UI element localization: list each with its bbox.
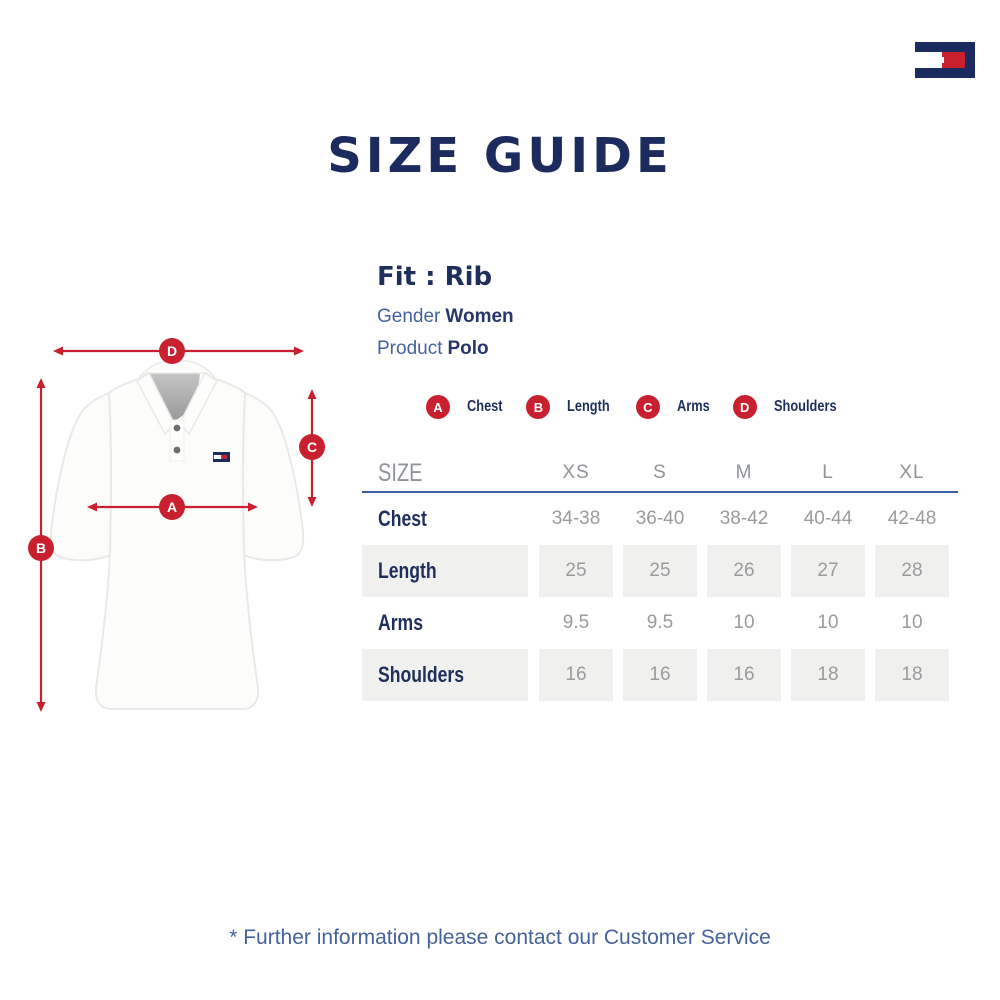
flag-white-field (915, 52, 942, 68)
marker-badge: C (635, 395, 660, 419)
cell: 25 (539, 545, 613, 597)
marker-letter-c: C (307, 439, 317, 455)
column-header-l: L (822, 462, 834, 483)
cell: 26 (707, 545, 781, 597)
marker-d (159, 338, 185, 364)
measure-arrow-d: D (53, 338, 304, 364)
marker-badge: B (526, 395, 551, 419)
cell: 10 (817, 612, 839, 633)
table-row-length: Length 25 25 26 27 28 (362, 545, 958, 597)
marker-letter-d: D (167, 343, 177, 359)
marker-a (159, 494, 185, 520)
gender-line: Gender Women (377, 306, 514, 328)
marker-c (299, 434, 325, 460)
cell: 27 (791, 545, 865, 597)
table-row-arms: Arms 9.5 9.5 10 10 10 (362, 597, 958, 649)
measure-arrow-b: B (28, 378, 54, 712)
table-row-shoulders: Shoulders 16 16 16 18 18 (362, 649, 958, 701)
measure-arrow-a: A (87, 494, 258, 520)
cell: 16 (539, 649, 613, 701)
cell: 40-44 (803, 508, 853, 529)
product-value: Polo (447, 338, 489, 359)
row-label: Chest (378, 506, 427, 531)
legend-item-arms: C Arms (635, 395, 718, 419)
product-line: Product Polo (377, 338, 514, 360)
legend-item-chest: A Chest (426, 395, 511, 419)
marker-letter-b: B (36, 540, 46, 556)
cell: 10 (733, 612, 755, 633)
cell: 16 (623, 649, 697, 701)
marker-badge-letter: C (643, 399, 653, 415)
marker-badge-letter: A (433, 399, 443, 415)
legend-label: Shoulders (773, 398, 837, 415)
cell: 38-42 (719, 508, 769, 529)
cell: 9.5 (562, 612, 590, 633)
marker-badge-letter: D (739, 399, 750, 415)
cell: 36-40 (635, 508, 685, 529)
marker-letter-a: A (167, 499, 177, 515)
table-row-chest: Chest 34-38 36-40 38-42 40-44 42-48 (362, 493, 958, 545)
table-body: Chest 34-38 36-40 38-42 40-44 42-48 Length 25 25… (362, 493, 958, 701)
fit-title: Fit : Rib (377, 262, 493, 292)
marker-badge: A (426, 395, 450, 419)
row-label: Shoulders (362, 649, 528, 701)
cell: 16 (707, 649, 781, 701)
flag-top-band (915, 42, 975, 52)
table-header: SIZE XS S M L XL (362, 455, 958, 493)
legend: A Chest B Length C Arms D Shoulders (426, 395, 852, 419)
legend-item-length: B Length (526, 395, 620, 419)
measure-arrow-c: C (299, 389, 325, 507)
flag-bottom-band (915, 68, 975, 78)
marker-badge-letter: B (533, 399, 544, 415)
gender-label: Gender (377, 306, 441, 327)
footer-note: * Further information please contact our… (229, 926, 771, 949)
product-label: Product (377, 338, 443, 359)
column-header-size: SIZE (378, 458, 423, 487)
cell: 25 (623, 545, 697, 597)
row-label: Arms (378, 610, 423, 635)
flag-navy-field (965, 52, 975, 68)
button-top (173, 424, 181, 432)
cell: 9.5 (646, 612, 674, 633)
cell: 34-38 (551, 508, 601, 529)
flag-notch (940, 57, 944, 63)
column-header-xl: XL (899, 462, 925, 483)
cell: 42-48 (887, 508, 937, 529)
column-header-m: M (735, 462, 753, 483)
column-header-s: S (653, 462, 667, 483)
marker-badge: D (732, 395, 757, 419)
legend-label: Arms (676, 398, 710, 415)
size-table: SIZE XS S M L XL Chest 34-38 36-40 38-42 40-44 42-… (362, 455, 958, 701)
cell: 10 (901, 612, 923, 633)
button-bottom (173, 446, 181, 454)
legend-label: Chest (467, 398, 503, 415)
cell: 18 (791, 649, 865, 701)
chest-flag-icon (213, 452, 230, 462)
brand-flag-icon (915, 42, 975, 78)
cell: 18 (875, 649, 949, 701)
cell: 28 (875, 545, 949, 597)
marker-b (28, 535, 54, 561)
row-label: Length (362, 545, 528, 597)
legend-item-shoulders: D Shoulders (732, 395, 852, 419)
legend-label: Length (567, 398, 611, 415)
placket (169, 419, 185, 462)
column-header-xs: XS (562, 462, 590, 483)
polo-measurement-diagram: D B C A (28, 338, 325, 712)
gender-value: Women (445, 306, 514, 327)
page-title: SIZE GUIDE (327, 128, 673, 184)
flag-red-field (942, 52, 965, 68)
product-info: Fit : Rib Gender Women Product Polo (377, 262, 514, 370)
